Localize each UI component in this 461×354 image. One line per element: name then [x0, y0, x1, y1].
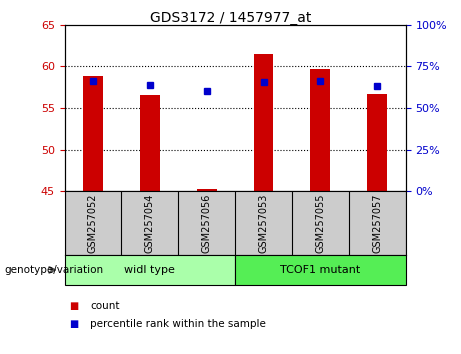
Text: genotype/variation: genotype/variation [5, 265, 104, 275]
Bar [235, 255, 406, 285]
Bar [254, 54, 273, 191]
Text: GDS3172 / 1457977_at: GDS3172 / 1457977_at [150, 11, 311, 25]
Text: GSM257054: GSM257054 [145, 193, 155, 253]
Text: percentile rank within the sample: percentile rank within the sample [90, 319, 266, 329]
Bar [65, 255, 235, 285]
Bar [310, 69, 331, 191]
Text: GSM257055: GSM257055 [315, 193, 325, 253]
Text: count: count [90, 301, 119, 311]
Text: GSM257052: GSM257052 [88, 193, 98, 253]
Bar [367, 94, 387, 191]
Text: widl type: widl type [124, 265, 175, 275]
Text: GSM257057: GSM257057 [372, 193, 382, 253]
Bar [140, 96, 160, 191]
Text: ■: ■ [69, 319, 78, 329]
Bar [83, 76, 103, 191]
Text: ■: ■ [69, 301, 78, 311]
Text: GSM257053: GSM257053 [259, 193, 269, 253]
Text: TCOF1 mutant: TCOF1 mutant [280, 265, 361, 275]
Bar [197, 189, 217, 191]
Text: GSM257056: GSM257056 [201, 193, 212, 253]
